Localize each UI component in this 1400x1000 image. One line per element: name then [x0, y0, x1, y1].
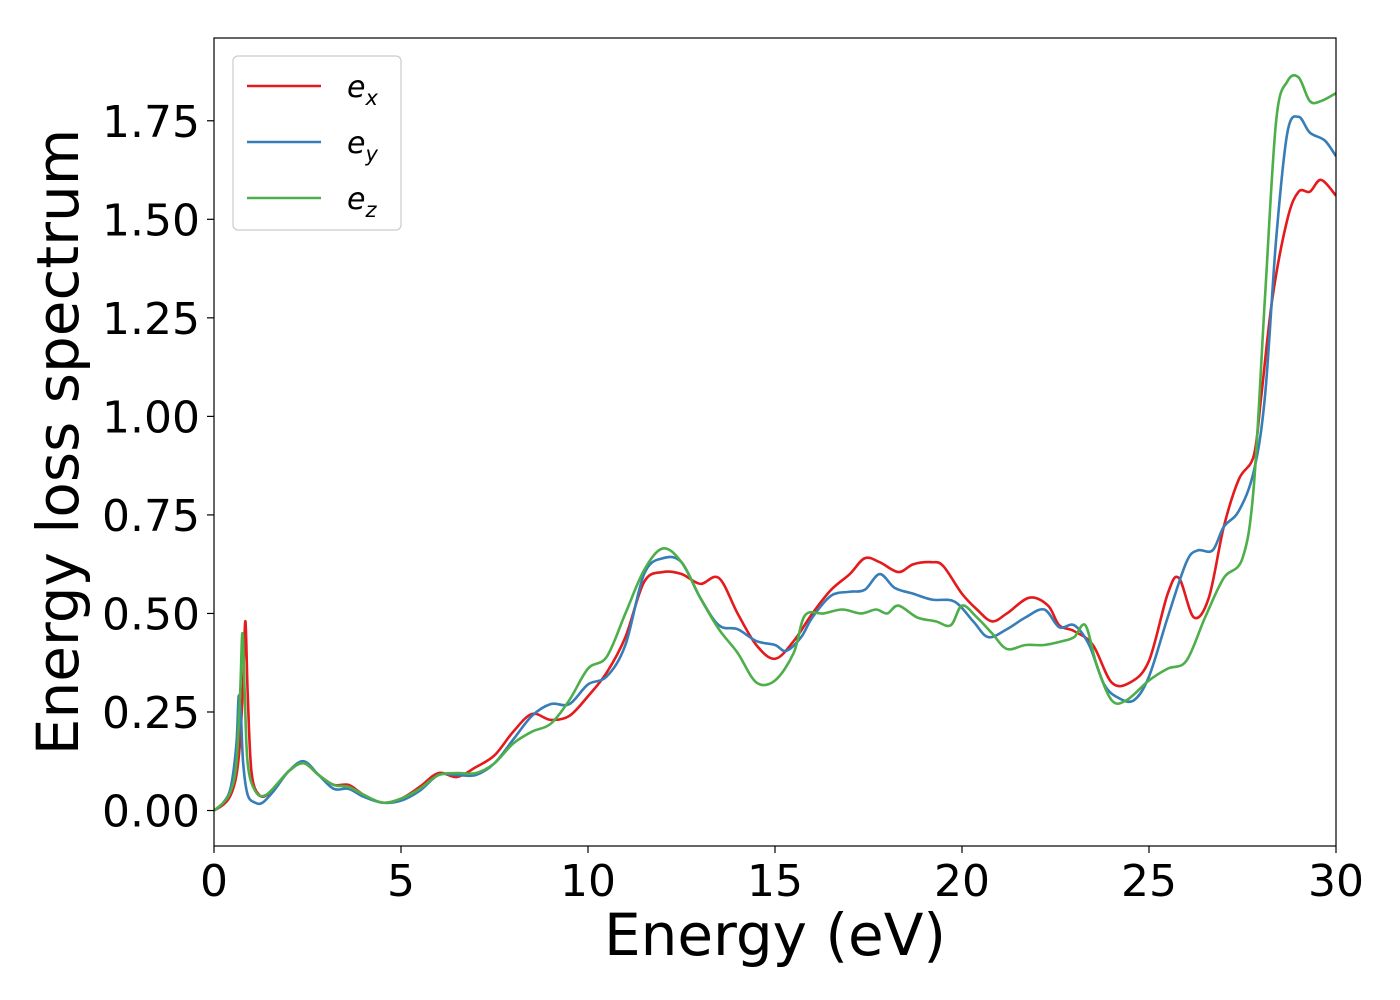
- y-tick-label: 1.00: [102, 392, 200, 443]
- series-line-ez: [214, 74, 1336, 812]
- x-tick-label: 15: [747, 856, 803, 907]
- x-tick-label: 20: [934, 856, 990, 907]
- x-tick-label: 25: [1121, 856, 1177, 907]
- legend-label-subscript: y: [364, 142, 378, 166]
- legend-item: ex: [247, 70, 378, 110]
- y-tick-label: 0.50: [102, 589, 200, 640]
- legend-label-base: e: [347, 126, 365, 161]
- x-tick-label: 0: [200, 856, 228, 907]
- legend-item: ez: [247, 182, 377, 222]
- legend-label: ey: [347, 126, 378, 166]
- x-axis: 0 5 10 15 20 25 30: [200, 846, 1364, 907]
- y-axis-title: Energy loss spectrum: [24, 129, 92, 755]
- x-tick-label: 5: [387, 856, 415, 907]
- legend-label-subscript: z: [364, 198, 377, 222]
- x-tick-label: 10: [560, 856, 616, 907]
- series-layer: [214, 74, 1336, 812]
- legend-label: ex: [347, 70, 378, 110]
- y-tick-label: 1.25: [102, 294, 200, 345]
- x-axis-title: Energy (eV): [604, 901, 946, 969]
- y-tick-label: 1.75: [102, 97, 200, 148]
- y-tick-label: 1.50: [102, 195, 200, 246]
- y-tick-label: 0.25: [102, 688, 200, 739]
- legend-label: ez: [347, 182, 377, 222]
- legend-label-base: e: [347, 182, 365, 217]
- y-tick-label: 0.75: [102, 491, 200, 542]
- legend-label-subscript: x: [364, 86, 378, 110]
- y-tick-label: 0.00: [102, 787, 200, 838]
- legend-label-base: e: [347, 70, 365, 105]
- x-tick-label: 30: [1308, 856, 1364, 907]
- y-axis: 0.00 0.25 0.50 0.75 1.00 1.25 1.50 1.75: [102, 97, 214, 838]
- legend-item: ey: [247, 126, 378, 166]
